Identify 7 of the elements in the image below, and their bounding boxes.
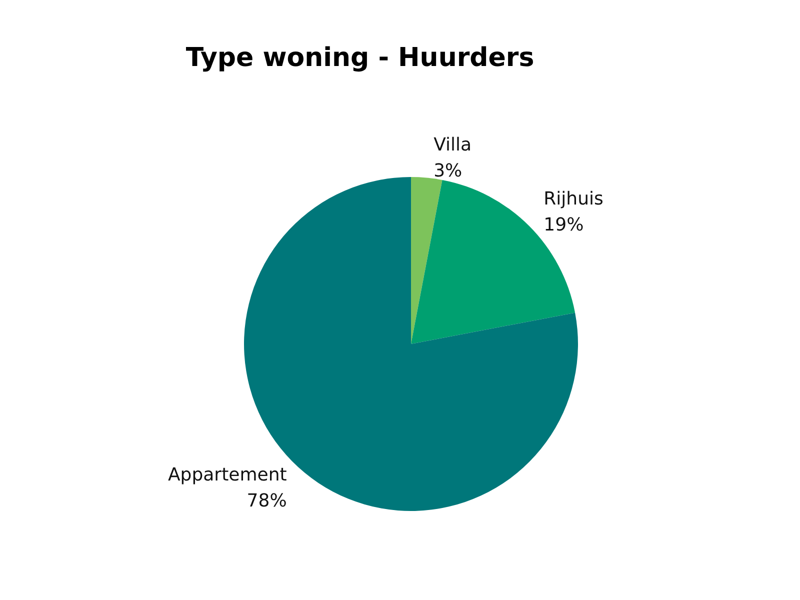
slice-label: Rijhuis <box>544 188 604 210</box>
chart-title: Type woning - Huurders <box>186 43 534 73</box>
data-label: 19% <box>544 214 584 236</box>
slice-label: Appartement <box>168 464 287 486</box>
data-label: 78% <box>246 490 287 512</box>
data-label: 3% <box>434 160 462 182</box>
slice-label: Villa <box>434 134 472 156</box>
